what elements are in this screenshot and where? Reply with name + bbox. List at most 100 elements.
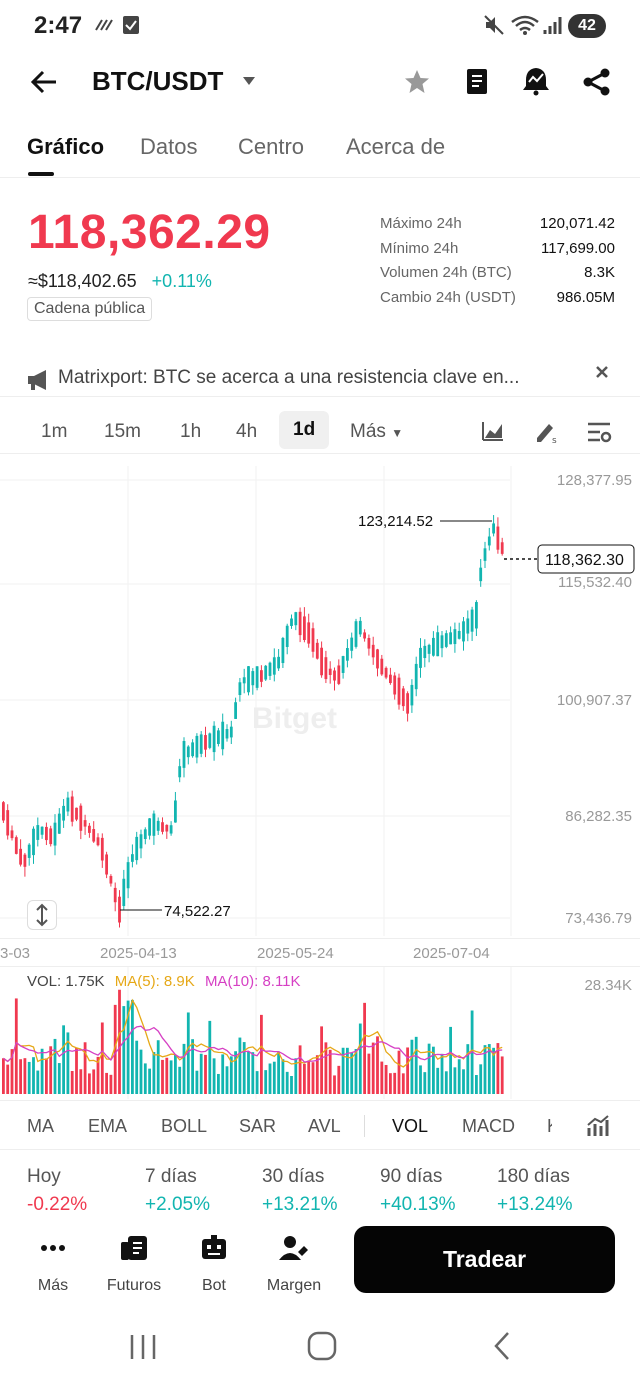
volume-bar	[483, 1045, 487, 1094]
candle	[324, 657, 328, 680]
nav-margin[interactable]: Margen	[264, 1234, 324, 1295]
indicator-k[interactable]: K	[547, 1116, 552, 1137]
public-chain-badge[interactable]: Cadena pública	[27, 297, 153, 321]
volume-bar	[272, 1061, 276, 1094]
volume-bar	[221, 1054, 225, 1094]
indicator-settings-icon[interactable]	[586, 1114, 610, 1138]
candle	[242, 677, 246, 684]
chart-tabs: Gráfico Datos Centro Acerca de	[0, 122, 640, 178]
news-banner[interactable]: Matrixport: BTC se acerca a una resisten…	[0, 355, 640, 397]
timeframe-1d[interactable]: 1d	[279, 411, 330, 449]
candle	[152, 813, 156, 836]
candle	[156, 820, 160, 831]
news-text[interactable]: Matrixport: BTC se acerca a una resisten…	[58, 367, 520, 388]
pair-title[interactable]: BTC/USDT	[92, 66, 224, 96]
megaphone-icon	[28, 370, 46, 390]
volume-bar	[6, 1064, 10, 1094]
price-chart-canvas[interactable]: Bitget 123,214.52 74,522.27 118,362.30	[0, 466, 640, 936]
volume-bar	[83, 1042, 87, 1094]
candle	[337, 665, 341, 684]
system-nav-bar	[0, 1310, 640, 1387]
close-icon[interactable]	[595, 365, 609, 379]
wifi-icon	[511, 15, 539, 35]
stat-high-24h: Máximo 24h 120,071.42	[380, 215, 615, 232]
timeframe-1m[interactable]: 1m	[41, 421, 68, 442]
volume-bar	[414, 1036, 418, 1094]
trade-button[interactable]: Tradear	[354, 1226, 615, 1293]
candle	[19, 848, 22, 865]
star-icon[interactable]	[403, 68, 431, 96]
volume-chart[interactable]: VOL: 1.75K MA(5): 8.9K MA(10): 8.11K 28.…	[0, 966, 640, 1099]
indicator-vol[interactable]: VOL	[392, 1116, 429, 1136]
candle	[178, 766, 182, 778]
tab-centro[interactable]: Centro	[238, 134, 305, 159]
chart-settings-icon[interactable]	[586, 420, 612, 444]
nav-futures[interactable]: Futuros	[104, 1234, 164, 1295]
candle	[195, 735, 199, 758]
volume-bar	[285, 1071, 289, 1094]
candle	[414, 663, 418, 690]
candle	[139, 834, 143, 849]
tab-datos[interactable]: Datos	[140, 134, 198, 159]
chevron-down-icon[interactable]	[242, 76, 256, 86]
candle	[10, 830, 14, 839]
ma10-line	[3, 1025, 503, 1063]
price-alert-icon[interactable]	[521, 66, 551, 96]
notebook-icon[interactable]	[464, 67, 490, 97]
date-label-4: 2025-07-04	[413, 945, 490, 962]
candle	[272, 657, 276, 675]
tab-grafico[interactable]: Gráfico	[27, 134, 105, 159]
change-percent: +0.11%	[151, 271, 212, 291]
chart-type-icon[interactable]	[481, 420, 505, 442]
candle	[14, 837, 18, 854]
chart-scale-toggle[interactable]	[27, 900, 57, 930]
stat-low-24h: Mínimo 24h 117,699.00	[380, 239, 615, 257]
tab-acerca-de[interactable]: Acerca de	[346, 134, 446, 159]
indicator-ma[interactable]: MA	[27, 1116, 54, 1136]
candle	[466, 618, 470, 634]
volume-chart-canvas[interactable]	[0, 967, 640, 1099]
timeframe-1h[interactable]: 1h	[180, 421, 202, 442]
indicator-macd[interactable]: MACD	[462, 1116, 515, 1136]
candlestick-chart[interactable]: Bitget 123,214.52 74,522.27 118,362.30 1…	[0, 466, 640, 936]
volume-bar	[229, 1056, 233, 1094]
volume-bar	[92, 1069, 96, 1094]
back-arrow-icon[interactable]	[30, 68, 58, 96]
volume-bar	[105, 1072, 108, 1094]
indicator-ema[interactable]: EMA	[88, 1116, 128, 1136]
candle	[341, 656, 345, 673]
volume-bar	[242, 1042, 246, 1094]
volume-bar	[500, 1056, 504, 1094]
y-label-3: 100,907.37	[556, 692, 632, 709]
nav-bot[interactable]: Bot	[196, 1234, 232, 1295]
candle	[53, 822, 57, 846]
volume-bar	[251, 1052, 255, 1094]
candle	[397, 677, 401, 705]
share-icon[interactable]	[582, 67, 612, 97]
timeframe-15m[interactable]: 15m	[104, 421, 141, 442]
timeframe-4h[interactable]: 4h	[236, 421, 258, 442]
indicator-boll[interactable]: BOLL	[161, 1116, 208, 1136]
volume-bar	[389, 1073, 392, 1094]
candle	[410, 684, 414, 706]
candle	[311, 628, 315, 652]
y-label-5: 73,436.79	[565, 910, 632, 927]
volume-bar	[143, 1063, 147, 1094]
timeframe-more[interactable]: Más ▼	[350, 421, 404, 442]
drawing-tools-icon[interactable]: s	[533, 418, 559, 444]
volume-bar	[466, 1044, 470, 1094]
indicator-sar[interactable]: SAR	[239, 1116, 277, 1136]
nav-more[interactable]: Más	[34, 1234, 72, 1295]
candle	[268, 662, 272, 676]
volume-bar	[255, 1071, 259, 1094]
margin-icon	[279, 1236, 308, 1260]
candle	[449, 632, 452, 645]
volume-bar	[49, 1046, 53, 1094]
volume-bar	[479, 1064, 483, 1094]
candle	[333, 670, 336, 681]
indicator-avl[interactable]: AVL	[308, 1116, 341, 1136]
home-icon[interactable]	[306, 1330, 338, 1362]
recent-apps-icon[interactable]	[128, 1332, 160, 1362]
system-back-icon[interactable]	[490, 1330, 514, 1362]
candle	[470, 609, 474, 632]
